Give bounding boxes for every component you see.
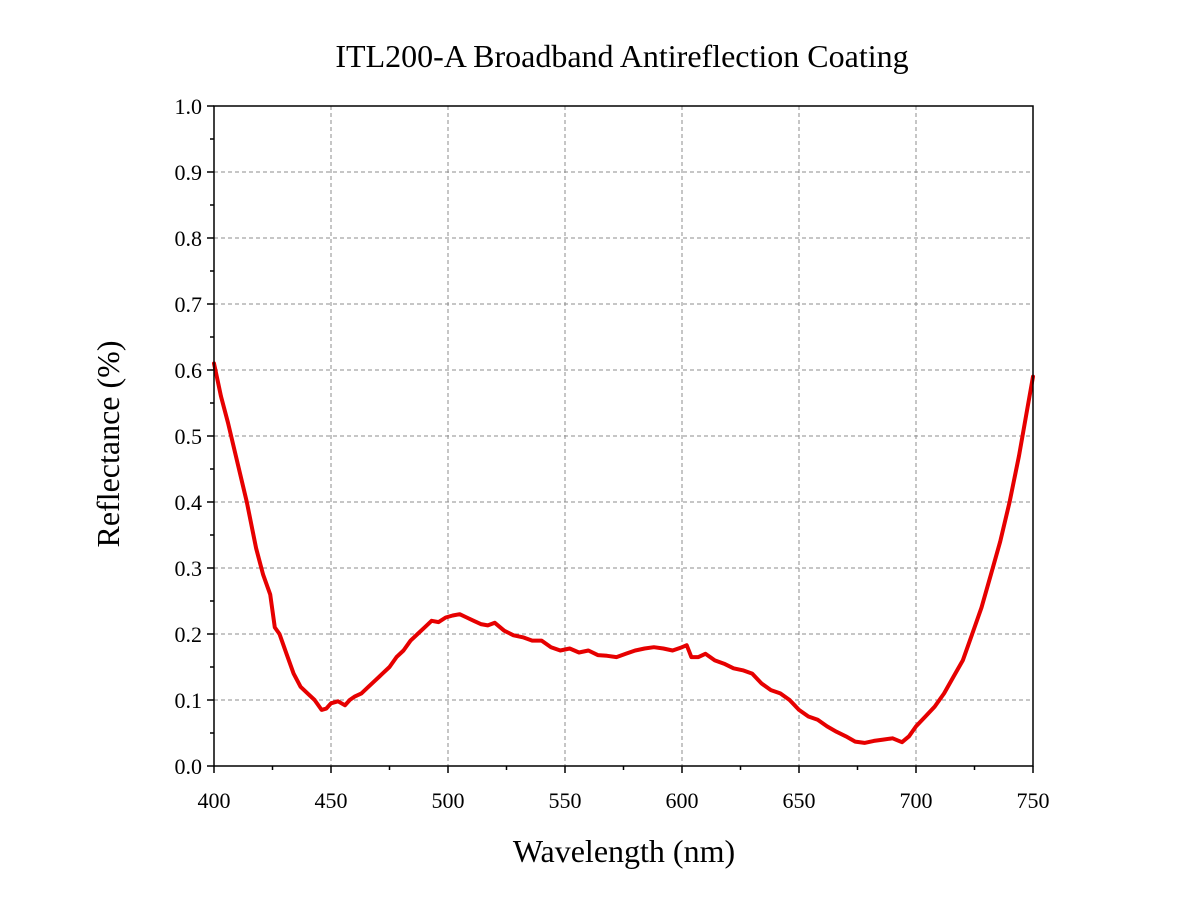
grid bbox=[214, 106, 1033, 766]
y-tick-label: 0.8 bbox=[175, 226, 203, 251]
y-tick-labels: 0.0 0.1 0.2 0.3 0.4 0.5 0.6 0.7 0.8 0.9 1.0 bbox=[175, 94, 203, 779]
x-tick-labels: 400 450 500 550 600 650 700 750 bbox=[198, 788, 1050, 813]
x-axis-label: Wavelength (nm) bbox=[513, 833, 735, 869]
y-tick-label: 0.9 bbox=[175, 160, 203, 185]
y-tick-label: 0.1 bbox=[175, 688, 203, 713]
chart-title: ITL200-A Broadband Antireflection Coatin… bbox=[335, 38, 908, 74]
y-tick-label: 0.3 bbox=[175, 556, 203, 581]
y-tick-label: 0.0 bbox=[175, 754, 203, 779]
plot-frame bbox=[213, 105, 1034, 767]
series-layer bbox=[212, 361, 1035, 745]
y-tick-label: 0.6 bbox=[175, 358, 203, 383]
x-tick-label: 700 bbox=[900, 788, 933, 813]
x-tick-label: 650 bbox=[783, 788, 816, 813]
y-axis-label: Reflectance (%) bbox=[90, 341, 126, 548]
y-tick-label: 0.4 bbox=[175, 490, 203, 515]
x-tick-label: 600 bbox=[666, 788, 699, 813]
y-tick-label: 0.5 bbox=[175, 424, 203, 449]
y-tick-label: 0.7 bbox=[175, 292, 203, 317]
reflectance-series-line bbox=[212, 361, 1035, 745]
y-tick-label: 1.0 bbox=[175, 94, 203, 119]
x-tick-label: 550 bbox=[549, 788, 582, 813]
x-tick-label: 750 bbox=[1017, 788, 1050, 813]
x-tick-label: 450 bbox=[315, 788, 348, 813]
x-tick-label: 400 bbox=[198, 788, 231, 813]
y-tick-label: 0.2 bbox=[175, 622, 203, 647]
x-tick-label: 500 bbox=[432, 788, 465, 813]
